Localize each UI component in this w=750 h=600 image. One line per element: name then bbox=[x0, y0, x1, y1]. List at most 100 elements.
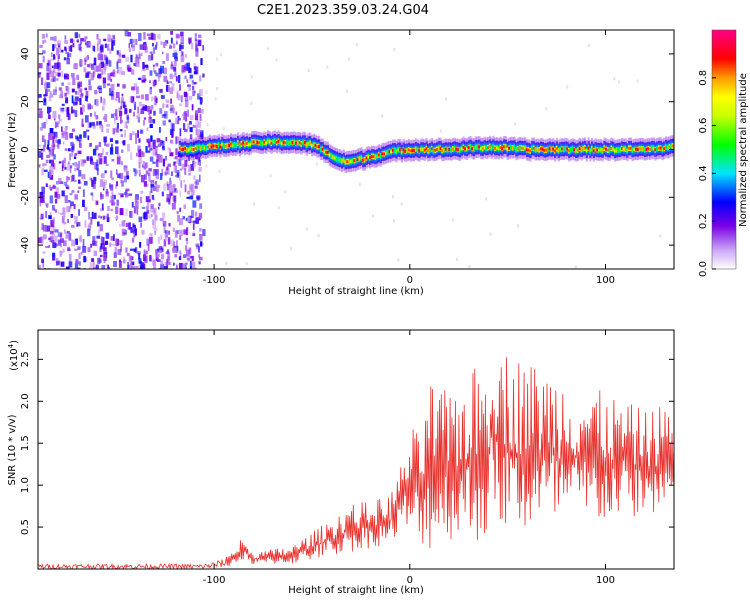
spectrogram-noise-cell bbox=[83, 267, 86, 269]
spectrogram-signal-cell bbox=[379, 154, 382, 158]
spectrogram-noise-cell bbox=[93, 57, 97, 66]
spectrogram-signal-cell bbox=[492, 145, 495, 148]
spectrogram-noise-cell bbox=[74, 215, 78, 224]
spectrogram-noise-cell bbox=[88, 79, 91, 85]
spectrogram-noise-cell bbox=[225, 261, 228, 265]
spectrogram-noise-cell bbox=[184, 110, 188, 117]
spectrogram-noise-cell bbox=[148, 55, 152, 61]
spectrogram-signal-cell bbox=[302, 141, 305, 144]
spectrogram-noise-cell bbox=[56, 78, 59, 81]
spectrogram-signal-cell bbox=[307, 142, 310, 145]
spectrogram-noise-cell bbox=[116, 169, 118, 175]
spectrogram-noise-cell bbox=[135, 63, 137, 67]
spectrogram-noise-cell bbox=[121, 93, 124, 97]
spectrogram-noise-cell bbox=[199, 203, 203, 209]
spectrogram-noise-cell bbox=[111, 44, 114, 51]
spectrogram-noise-cell bbox=[185, 217, 188, 222]
spectrogram-noise-cell bbox=[188, 172, 191, 176]
spectrogram-noise-cell bbox=[131, 86, 135, 91]
spectrogram-noise-cell bbox=[71, 190, 75, 193]
spectrogram-noise-cell bbox=[94, 177, 97, 181]
spectrogram-noise-cell bbox=[121, 97, 124, 104]
spectrogram-noise-cell bbox=[92, 45, 95, 51]
spectrogram-noise-cell bbox=[72, 162, 75, 166]
spectrogram-noise-cell bbox=[79, 142, 82, 148]
spectrogram-y-tick-label: 0 bbox=[20, 146, 31, 152]
spectrogram-noise-cell bbox=[110, 170, 113, 178]
spectrogram-noise-cell bbox=[154, 70, 157, 74]
spectrogram-noise-cell bbox=[193, 66, 197, 70]
spectrogram-signal-cell bbox=[321, 147, 324, 151]
spectrogram-noise-cell bbox=[153, 110, 156, 116]
spectrogram-noise-cell bbox=[153, 198, 156, 201]
spectrogram-noise-cell bbox=[101, 106, 105, 111]
spectrogram-noise-cell bbox=[112, 40, 116, 46]
spectrogram-noise-cell bbox=[71, 174, 75, 182]
spectrogram-noise-cell bbox=[126, 116, 130, 124]
spectrogram-y-tick-label: -20 bbox=[20, 189, 31, 205]
spectrogram-noise-cell bbox=[140, 262, 145, 269]
spectrogram-signal-cell bbox=[587, 146, 590, 150]
spectrogram-noise-cell bbox=[194, 185, 198, 189]
spectrogram-signal-cell bbox=[460, 147, 463, 151]
spectrogram-noise-cell bbox=[393, 48, 396, 51]
spectrogram-signal-cell bbox=[360, 156, 363, 160]
spectrogram-signal-cell bbox=[404, 149, 407, 153]
spectrogram-noise-cell bbox=[50, 219, 55, 228]
spectrogram-noise-cell bbox=[99, 124, 102, 129]
spectrogram-signal-cell bbox=[598, 148, 601, 152]
spectrogram-noise-cell bbox=[175, 136, 179, 144]
spectrogram-signal-cell bbox=[430, 147, 433, 151]
spectrogram-noise-cell bbox=[140, 190, 144, 194]
spectrogram-noise-cell bbox=[121, 161, 123, 166]
spectrogram-signal-cell bbox=[263, 140, 266, 144]
spectrogram-noise-cell bbox=[197, 121, 201, 128]
spectrogram-noise-cell bbox=[82, 159, 87, 164]
spectrogram-noise-cell bbox=[57, 232, 61, 237]
spectrogram-noise-cell bbox=[152, 161, 156, 164]
spectrogram-signal-cell bbox=[178, 146, 182, 150]
spectrogram-noise-cell bbox=[169, 44, 172, 49]
spectrogram-signal-cell bbox=[670, 144, 673, 148]
snr-y-tick-label: 0.5 bbox=[20, 519, 31, 535]
spectrogram-noise-cell bbox=[104, 215, 108, 220]
spectrogram-noise-cell bbox=[106, 43, 110, 51]
spectrogram-noise-cell bbox=[43, 163, 47, 166]
spectrogram-noise-cell bbox=[148, 168, 152, 172]
spectrogram-noise-cell bbox=[184, 53, 188, 58]
spectrogram-noise-cell bbox=[137, 106, 139, 114]
spectrogram-noise-cell bbox=[151, 181, 156, 186]
spectrogram-noise-cell bbox=[89, 177, 92, 181]
spectrogram-noise-cell bbox=[115, 98, 118, 102]
spectrogram-noise-cell bbox=[96, 43, 99, 52]
spectrogram-signal-cell bbox=[383, 152, 386, 156]
spectrogram-noise-cell bbox=[192, 261, 196, 269]
spectrogram-noise-cell bbox=[289, 247, 292, 251]
spectrogram-noise-cell bbox=[110, 236, 114, 241]
spectrogram-noise-cell bbox=[61, 126, 63, 132]
spectrogram-noise-cell bbox=[195, 37, 197, 45]
spectrogram-noise-cell bbox=[188, 155, 191, 161]
spectrogram-signal-cell bbox=[217, 143, 220, 147]
spectrogram-noise-cell bbox=[79, 235, 82, 243]
spectrogram-noise-cell bbox=[133, 111, 135, 117]
spectrogram-noise-cell bbox=[199, 134, 203, 140]
spectrogram-x-label: Height of straight line (km) bbox=[288, 286, 424, 297]
spectrogram-noise-cell bbox=[134, 266, 139, 269]
spectrogram-signal-cell bbox=[432, 149, 435, 152]
spectrogram-noise-cell bbox=[134, 57, 139, 66]
spectrogram-noise-cell bbox=[51, 205, 55, 211]
spectrogram-noise-cell bbox=[85, 90, 89, 99]
spectrogram-signal-cell bbox=[626, 149, 629, 152]
spectrogram-noise-cell bbox=[149, 255, 152, 262]
spectrogram-noise-cell bbox=[80, 93, 84, 97]
spectrogram-noise-cell bbox=[99, 224, 103, 232]
spectrogram-signal-cell bbox=[605, 147, 608, 151]
spectrogram-noise-cell bbox=[180, 31, 184, 37]
spectrogram-noise-cell bbox=[50, 230, 54, 235]
spectrogram-signal-cell bbox=[261, 142, 264, 145]
spectrogram-noise-cell bbox=[166, 171, 169, 175]
spectrogram-signal-cell bbox=[326, 150, 329, 154]
spectrogram-noise-cell bbox=[58, 87, 62, 91]
spectrogram-signal-cell bbox=[281, 142, 284, 145]
